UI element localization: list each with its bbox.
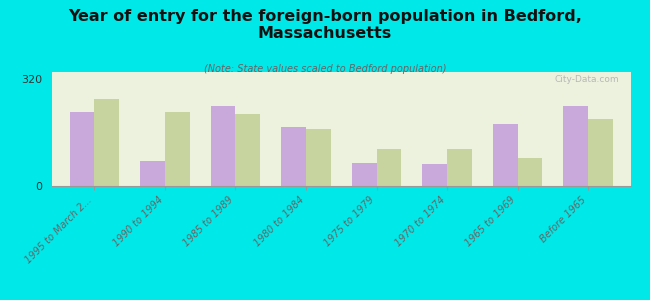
Bar <box>588 119 613 186</box>
Bar <box>70 112 94 186</box>
Bar <box>517 158 542 186</box>
Text: City-Data.com: City-Data.com <box>554 75 619 84</box>
Bar <box>352 163 376 186</box>
Bar <box>235 114 260 186</box>
Bar <box>165 112 190 186</box>
Bar <box>281 127 306 186</box>
Text: Year of entry for the foreign-born population in Bedford,
Massachusetts: Year of entry for the foreign-born popul… <box>68 9 582 41</box>
Bar <box>94 99 119 186</box>
Bar <box>306 129 331 186</box>
Bar <box>211 106 235 186</box>
Bar <box>376 149 401 186</box>
Text: (Note: State values scaled to Bedford population): (Note: State values scaled to Bedford po… <box>203 64 447 74</box>
Bar <box>447 149 472 186</box>
Bar <box>140 161 165 186</box>
Bar <box>564 106 588 186</box>
Bar <box>493 124 517 186</box>
Bar <box>422 164 447 186</box>
